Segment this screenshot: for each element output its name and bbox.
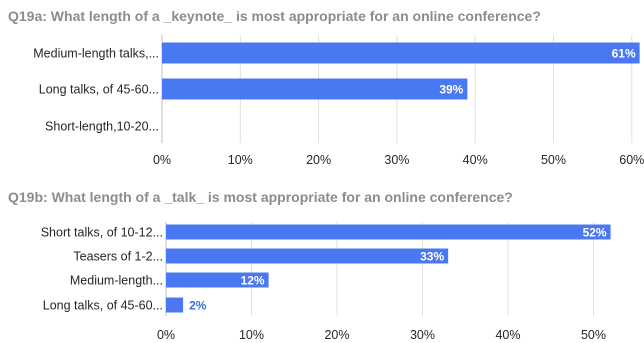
x-tick-label: 50% xyxy=(581,328,606,342)
bar xyxy=(166,224,611,240)
x-tick-label: 30% xyxy=(410,328,435,342)
category-label: Short-length,10-20... xyxy=(45,120,159,134)
category-label: Short talks, of 10-12... xyxy=(41,226,163,240)
category-label: Medium-length... xyxy=(70,274,163,288)
data-label: 2% xyxy=(189,299,207,313)
data-label: 33% xyxy=(420,250,444,264)
x-tick-label: 10% xyxy=(239,328,264,342)
x-tick-label: 60% xyxy=(619,153,644,167)
category-label: Long talks, of 45-60... xyxy=(39,83,159,97)
bar xyxy=(162,42,640,64)
x-tick-label: 50% xyxy=(541,153,566,167)
x-tick-label: 40% xyxy=(463,153,488,167)
category-label: Teasers of 1-2... xyxy=(73,250,163,264)
category-label: Long talks, of 45-60... xyxy=(43,299,163,313)
bar xyxy=(166,248,449,264)
data-label: 52% xyxy=(583,226,607,240)
chart-title-talk: Q19b: What length of a _talk_ is most ap… xyxy=(8,189,513,205)
data-label: 61% xyxy=(612,47,636,61)
bar xyxy=(166,297,184,313)
x-tick-label: 30% xyxy=(384,153,409,167)
data-label: 12% xyxy=(241,274,265,288)
category-label: Medium-length talks,... xyxy=(33,47,159,61)
x-tick-label: 20% xyxy=(324,328,349,342)
x-tick-label: 40% xyxy=(495,328,520,342)
data-label: 39% xyxy=(439,83,463,97)
x-tick-label: 0% xyxy=(157,328,175,342)
bar xyxy=(166,272,269,288)
x-tick-label: 10% xyxy=(228,153,253,167)
bar xyxy=(162,78,468,100)
x-tick-label: 0% xyxy=(153,153,171,167)
chart-title-keynote: Q19a: What length of a _keynote_ is most… xyxy=(8,8,541,24)
x-tick-label: 20% xyxy=(306,153,331,167)
